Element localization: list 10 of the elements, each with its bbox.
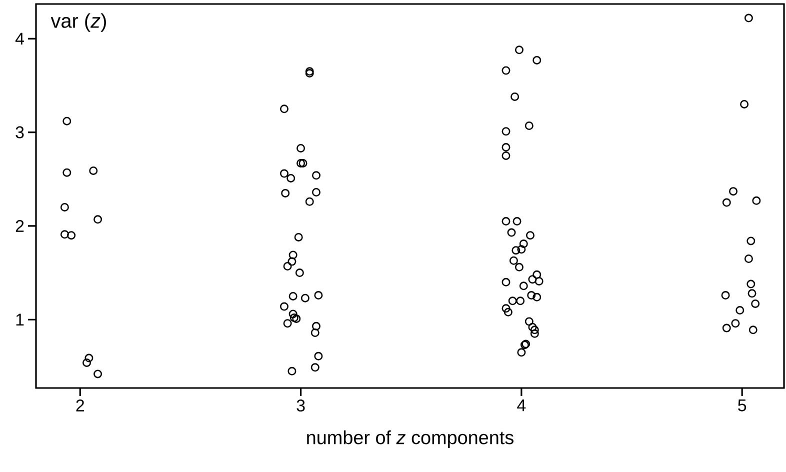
y-axis-title: var (z) bbox=[50, 13, 106, 32]
y-tick-label: 2 bbox=[16, 220, 24, 232]
x-tick-label: 5 bbox=[738, 400, 746, 412]
x-tick-label: 3 bbox=[296, 400, 305, 412]
x-axis-title: number of z components bbox=[307, 430, 514, 448]
y-tick-label: 4 bbox=[15, 32, 24, 44]
y-tick-label: 1 bbox=[16, 314, 24, 326]
x-tick-label: 2 bbox=[76, 400, 84, 412]
x-tick-label: 4 bbox=[517, 400, 526, 412]
y-tick-label: 3 bbox=[16, 126, 24, 138]
